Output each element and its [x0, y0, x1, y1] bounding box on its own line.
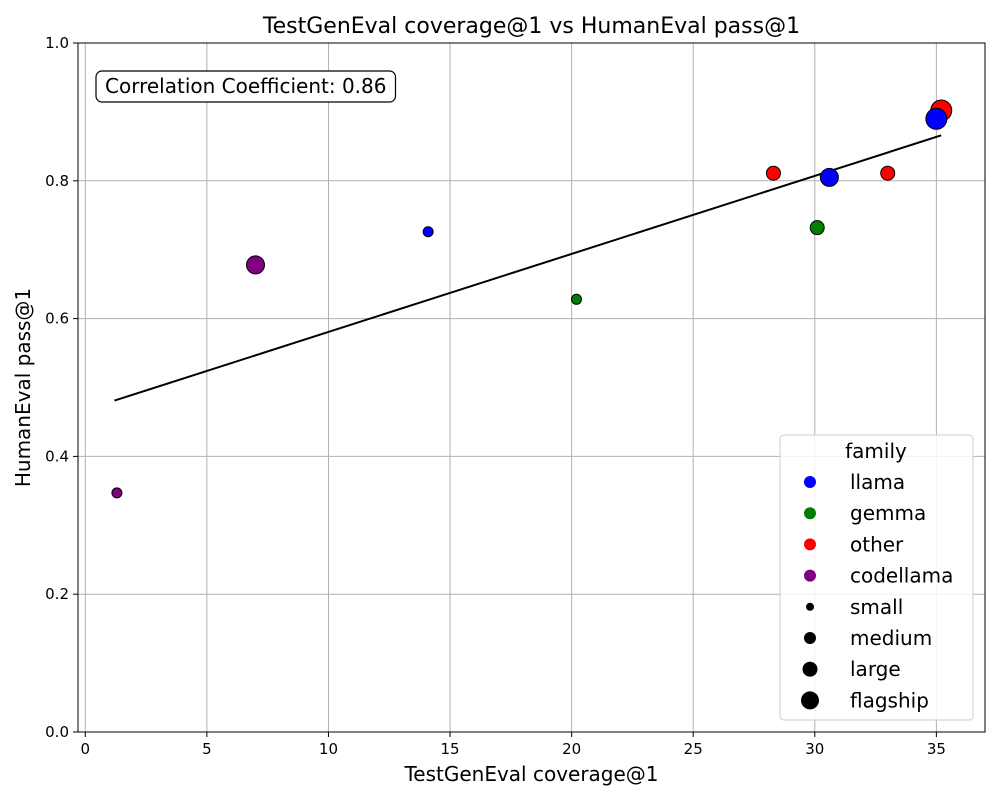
y-tick-label: 0.8: [45, 172, 69, 190]
correlation-box: [95, 70, 397, 103]
x-tick-label: 15: [440, 740, 459, 758]
legend-marker: [801, 691, 819, 710]
data-point-gemma: [570, 293, 582, 305]
x-tick-label: 0: [81, 740, 91, 758]
legend-label: medium: [850, 626, 932, 650]
data-point-llama: [422, 226, 434, 238]
data-point-other: [765, 165, 781, 181]
legend: family llama gemma other codellama small medi…: [779, 434, 974, 721]
legend-item-large: large: [802, 657, 901, 681]
x-tick-label: 10: [319, 740, 338, 758]
x-tick-label: 35: [927, 740, 946, 758]
plot-frame: [77, 42, 986, 733]
legend-marker: [804, 569, 816, 582]
data-point-codellama: [111, 487, 123, 499]
legend-item-gemma: gemma: [804, 501, 926, 525]
correlation-text: Correlation Coefficient: 0.86: [105, 74, 386, 98]
data-point-codellama: [246, 255, 266, 275]
legend-marker: [802, 661, 818, 677]
legend-label: llama: [850, 470, 905, 494]
chart-title: TestGenEval coverage@1 vs HumanEval pass…: [262, 14, 800, 39]
y-tick-label: 0.2: [45, 585, 69, 603]
x-tick-label: 20: [562, 740, 581, 758]
legend-label: codellama: [850, 564, 953, 588]
legend-items: llama gemma other codellama small medium large…: [801, 470, 953, 712]
y-tick-label: 0.4: [45, 447, 69, 465]
legend-item-flagship: flagship: [801, 688, 929, 712]
x-tick-label: 25: [684, 740, 703, 758]
legend-marker: [804, 507, 816, 520]
legend-marker: [804, 538, 816, 551]
axis-ticks: 0 5 10 15 20 25 30 35 0.0 0.2 0.4 0.6 0.8 1.0: [45, 34, 946, 758]
data-points: [111, 99, 953, 499]
y-tick-label: 0.0: [45, 723, 69, 741]
data-point-gemma: [809, 220, 825, 236]
y-axis-label: HumanEval pass@1: [11, 288, 35, 487]
legend-title: family: [845, 439, 907, 463]
legend-item-medium: medium: [804, 626, 932, 650]
correlation-annotation: Correlation Coefficient: 0.86: [95, 70, 397, 103]
legend-frame: [779, 434, 974, 721]
legend-label: gemma: [850, 501, 926, 525]
legend-marker: [806, 602, 814, 611]
legend-marker: [804, 476, 816, 488]
legend-marker: [804, 632, 816, 644]
legend-label: small: [850, 595, 903, 619]
x-axis-label: TestGenEval coverage@1: [403, 762, 658, 786]
trend-line-group: [114, 134, 942, 402]
x-tick-label: 5: [202, 740, 212, 758]
y-tick-label: 1.0: [45, 34, 69, 52]
data-point-llama: [819, 167, 839, 187]
legend-label: other: [850, 532, 904, 556]
legend-label: large: [850, 657, 901, 681]
legend-item-other: other: [804, 532, 904, 556]
trend-line: [114, 134, 942, 402]
legend-item-codellama: codellama: [804, 564, 953, 588]
data-point-other: [880, 165, 896, 181]
legend-item-llama: llama: [804, 470, 905, 494]
legend-label: flagship: [850, 688, 929, 712]
data-point-llama: [925, 107, 948, 130]
legend-item-small: small: [806, 595, 903, 619]
y-tick-label: 0.6: [45, 310, 69, 328]
x-tick-label: 30: [805, 740, 824, 758]
